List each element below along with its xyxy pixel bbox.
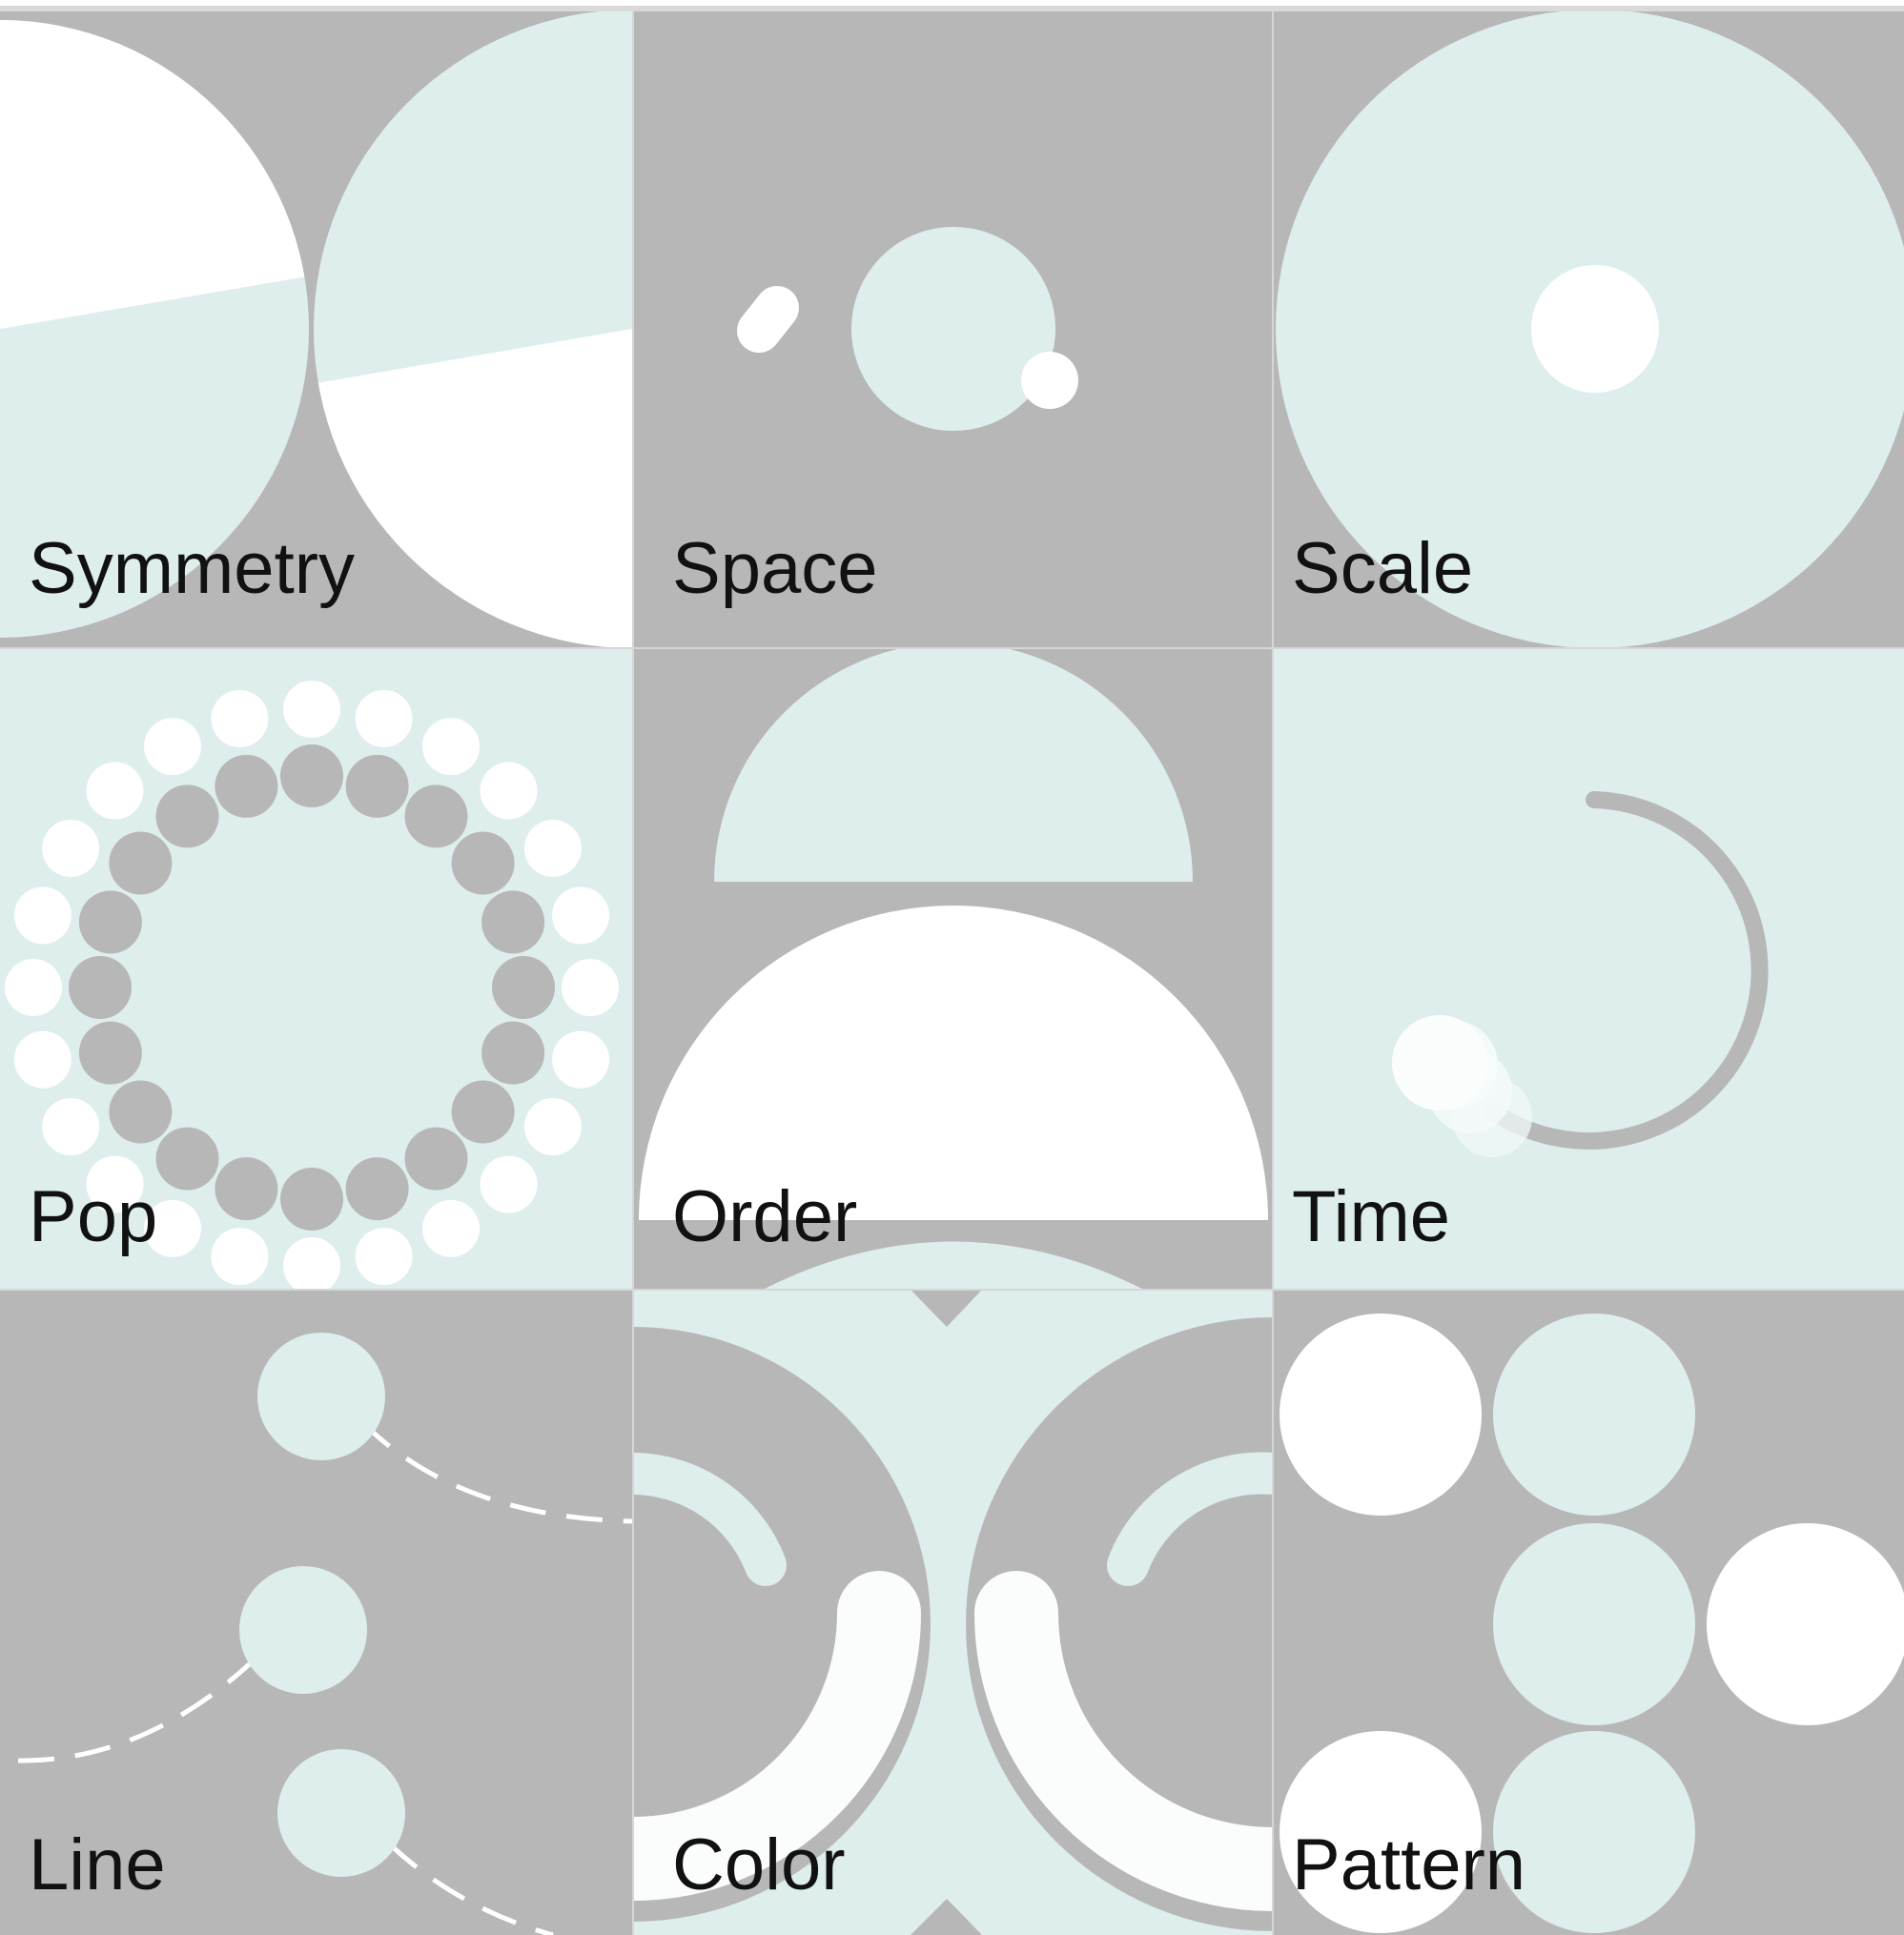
- top-border: [0, 0, 1904, 11]
- node-circle-bottom: [277, 1749, 405, 1877]
- dashed-path-bottom: [387, 1842, 554, 1935]
- pop-dot: [562, 959, 619, 1016]
- pattern-circle: [1493, 1523, 1695, 1725]
- bottom-half-circle: [639, 906, 1268, 1220]
- pop-dot: [155, 1127, 219, 1191]
- motion-trail: [1392, 1015, 1532, 1157]
- bottom-notch: [911, 1899, 982, 1935]
- pop-dot: [215, 754, 278, 818]
- pattern-circle: [1280, 1314, 1482, 1516]
- pop-dot: [5, 959, 62, 1016]
- pop-dot: [109, 831, 173, 895]
- pop-dot: [144, 1199, 201, 1257]
- tile-line: Line: [0, 1290, 633, 1935]
- tile-background: [1273, 648, 1904, 1290]
- pop-dot: [523, 820, 582, 877]
- tile-scale: Scale: [1273, 11, 1904, 648]
- tile-label: Pattern: [1292, 1824, 1525, 1905]
- pop-dot: [481, 890, 545, 954]
- outer-dot-ring: [5, 681, 619, 1290]
- pop-dot: [42, 1098, 100, 1155]
- pop-dot: [355, 689, 413, 747]
- pop-dot: [215, 1157, 278, 1221]
- pop-dot: [280, 744, 343, 807]
- pop-dot: [451, 831, 515, 895]
- large-circle: [851, 227, 1055, 431]
- pop-dot: [78, 1021, 142, 1085]
- design-principles-grid: Symmetry Space Scale Pop: [0, 11, 1904, 1935]
- left-small-arc: [633, 1453, 787, 1586]
- pop-dot: [13, 1030, 72, 1089]
- left-large-arc: [633, 1571, 921, 1901]
- pop-dot: [283, 681, 340, 738]
- small-circle: [1531, 265, 1659, 393]
- tile-label: Space: [672, 528, 878, 609]
- tile-label: Line: [29, 1824, 166, 1905]
- right-large-arc: [974, 1571, 1273, 1911]
- pattern-circle: [1493, 1731, 1695, 1933]
- tile-label: Color: [672, 1824, 846, 1905]
- pop-dot: [86, 1155, 144, 1213]
- clock-arc: [1484, 791, 1769, 1150]
- pop-dot: [355, 1228, 413, 1286]
- pop-dot: [552, 886, 610, 945]
- pattern-circle: [1280, 1731, 1482, 1933]
- orbiting-dot: [1021, 352, 1078, 409]
- pop-dot: [211, 689, 269, 747]
- pop-dot: [492, 956, 555, 1019]
- pop-dot: [280, 1168, 343, 1231]
- tile-symmetry: Symmetry: [0, 11, 633, 648]
- dashed-path-top: [360, 1420, 633, 1524]
- pop-dot: [422, 718, 480, 776]
- tile-time: Time: [1273, 648, 1904, 1290]
- pop-dot: [422, 1199, 480, 1257]
- pop-dot: [480, 762, 538, 820]
- pop-dot: [404, 784, 468, 848]
- pop-dot: [155, 784, 219, 848]
- top-half-circle: [714, 648, 1193, 882]
- node-circle-middle: [239, 1566, 367, 1694]
- pop-dot: [211, 1228, 269, 1286]
- right-small-arc: [1107, 1452, 1273, 1586]
- pop-dot: [451, 1080, 515, 1144]
- tile-label: Order: [672, 1176, 857, 1257]
- pattern-circle: [1707, 1523, 1904, 1725]
- pop-dot: [552, 1030, 610, 1089]
- tile-order: Order: [633, 648, 1273, 1290]
- node-circle-top: [257, 1333, 385, 1460]
- pop-dot: [42, 820, 100, 877]
- dashed-path-middle: [13, 1657, 257, 1763]
- pop-dot: [86, 762, 144, 820]
- pop-dot: [78, 890, 142, 954]
- tile-color: Color: [633, 1290, 1273, 1935]
- pop-dot: [109, 1080, 173, 1144]
- pop-dot: [481, 1021, 545, 1085]
- tile-label: Time: [1292, 1176, 1450, 1257]
- tile-label: Pop: [29, 1176, 157, 1257]
- pop-dot: [69, 956, 132, 1019]
- tile-label: Symmetry: [29, 528, 355, 609]
- pattern-circle: [1493, 1314, 1695, 1516]
- pop-dot: [523, 1098, 582, 1155]
- peek-half-circle: [763, 1241, 1144, 1290]
- pop-dot: [345, 754, 409, 818]
- tile-label: Scale: [1292, 528, 1473, 609]
- tile-pattern: Pattern: [1273, 1290, 1904, 1935]
- top-notch: [911, 1290, 982, 1327]
- tile-space: Space: [633, 11, 1273, 648]
- pop-dot: [345, 1157, 409, 1221]
- small-pill: [737, 286, 799, 353]
- grid-lines: [0, 11, 1904, 1935]
- pop-dot: [404, 1127, 468, 1191]
- inner-dot-ring: [69, 744, 555, 1231]
- pop-dot: [13, 886, 72, 945]
- pop-dot: [144, 718, 201, 776]
- tile-pop: Pop: [0, 648, 633, 1290]
- pop-dot: [283, 1237, 340, 1290]
- pop-dot: [480, 1155, 538, 1213]
